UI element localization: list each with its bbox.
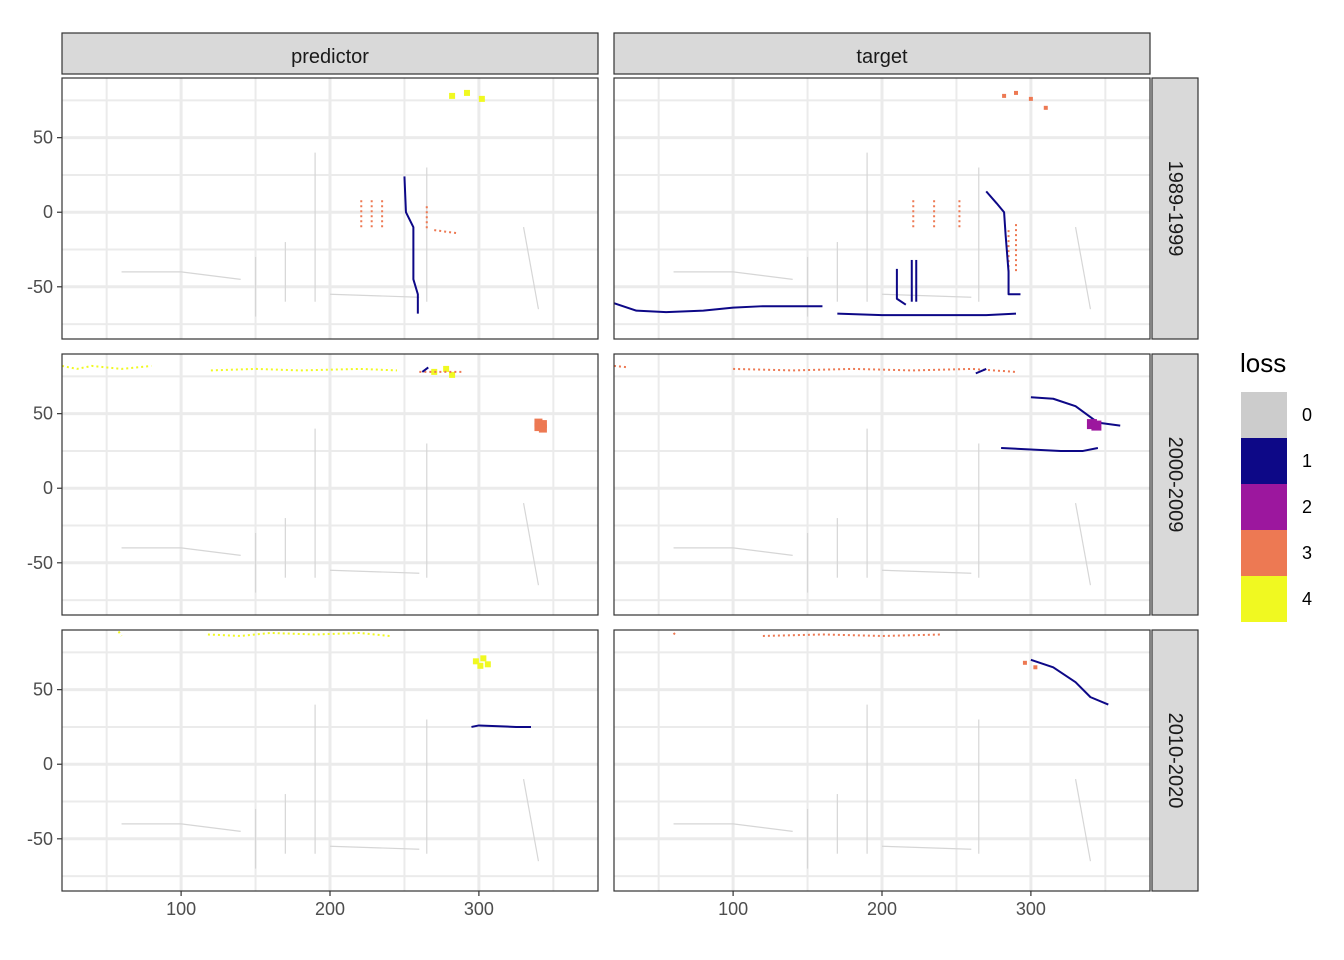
gridlines: [62, 78, 598, 339]
observation-coverage: [673, 152, 1092, 317]
x-tick-label: 200: [867, 899, 897, 919]
observation-coverage: [121, 704, 540, 869]
loss-cluster-3: [534, 418, 547, 433]
loss-cluster-3: [1022, 660, 1038, 670]
legend-key-3: [1241, 530, 1287, 576]
observation-coverage: [673, 428, 1092, 593]
legend-label-1: 1: [1302, 451, 1312, 471]
map-panel-target-2010-2020: [613, 629, 1151, 892]
y-tick-label: 0: [43, 754, 53, 774]
y-tick-label: 0: [43, 478, 53, 498]
loss-track-1: [403, 176, 419, 314]
loss-track-1: [975, 367, 987, 375]
legend: loss 0 1 2 3 4: [1240, 348, 1312, 622]
map-panel-predictor-2010-2020: [61, 629, 599, 892]
y-tick-label: -50: [27, 553, 53, 573]
loss-cluster-4: [431, 365, 456, 378]
map-panel-predictor-2000-2009: [61, 353, 599, 616]
facet-label-1989-1999: 1989-1999: [1164, 161, 1186, 257]
facet-label-target: target: [856, 46, 908, 68]
loss-track-3: [434, 229, 457, 235]
loss-cluster-3: [1002, 90, 1048, 110]
panel-border: [61, 353, 599, 616]
y-tick-label: -50: [27, 829, 53, 849]
loss-track-1: [837, 312, 1017, 317]
loss-track-1: [1030, 658, 1109, 706]
legend-label-2: 2: [1302, 497, 1312, 517]
loss-track-4: [207, 631, 390, 637]
legend-key-2: [1241, 484, 1287, 530]
x-tick-label: 100: [718, 899, 748, 919]
y-tick-label: 50: [33, 404, 53, 424]
y-tick-label: 50: [33, 680, 53, 700]
loss-track-1: [1001, 446, 1099, 452]
legend-label-3: 3: [1302, 543, 1312, 563]
loss-cluster-4: [449, 89, 485, 102]
loss-track-4: [62, 364, 152, 370]
loss-track-1: [614, 302, 823, 314]
panel-border: [613, 353, 1151, 616]
facet-label-predictor: predictor: [291, 46, 369, 68]
observation-coverage: [121, 152, 540, 317]
legend-key-0: [1241, 392, 1287, 438]
loss-track-1: [421, 366, 429, 373]
loss-cluster-4: [472, 655, 491, 669]
facet-strip-2010-2020: [1151, 629, 1199, 892]
y-tick-label: 50: [33, 128, 53, 148]
map-panel-target-2000-2009: [613, 353, 1151, 616]
facet-strip-1989-1999: [1151, 77, 1199, 340]
facet-label-2000-2009: 2000-2009: [1164, 437, 1186, 533]
loss-track-1: [471, 724, 531, 728]
loss-track-4: [210, 367, 398, 372]
legend-key-1: [1241, 438, 1287, 484]
y-tick-label: 0: [43, 202, 53, 222]
x-tick-label: 100: [166, 899, 196, 919]
map-panel-predictor-1989-1999: [61, 77, 599, 340]
panel-border: [613, 77, 1151, 340]
observation-coverage: [673, 704, 1092, 869]
facet-strip-predictor: [61, 32, 599, 75]
loss-track-1: [985, 190, 1021, 296]
facet-label-2010-2020: 2010-2020: [1164, 713, 1186, 809]
observation-coverage: [121, 428, 540, 593]
legend-label-0: 0: [1302, 405, 1312, 425]
loss-track-3: [672, 632, 678, 637]
x-tick-label: 300: [1016, 899, 1046, 919]
gridlines: [62, 630, 598, 891]
x-tick-label: 200: [315, 899, 345, 919]
loss-track-4: [117, 630, 123, 637]
loss-track-1: [895, 268, 907, 306]
loss-cluster-2: [1086, 419, 1102, 431]
x-tick-label: 300: [464, 899, 494, 919]
y-tick-label: -50: [27, 277, 53, 297]
map-panel-target-1989-1999: [613, 77, 1151, 340]
legend-title: loss: [1240, 348, 1286, 378]
legend-label-4: 4: [1302, 589, 1312, 609]
loss-track-3: [733, 367, 1017, 373]
facet-strip-2000-2009: [1151, 353, 1199, 616]
gridlines: [614, 630, 1150, 891]
legend-key-4: [1241, 576, 1287, 622]
gridlines: [614, 354, 1150, 615]
panel-border: [61, 77, 599, 340]
gridlines: [614, 78, 1150, 339]
facet-strip-target: [613, 32, 1151, 75]
loss-track-1: [1030, 396, 1121, 427]
